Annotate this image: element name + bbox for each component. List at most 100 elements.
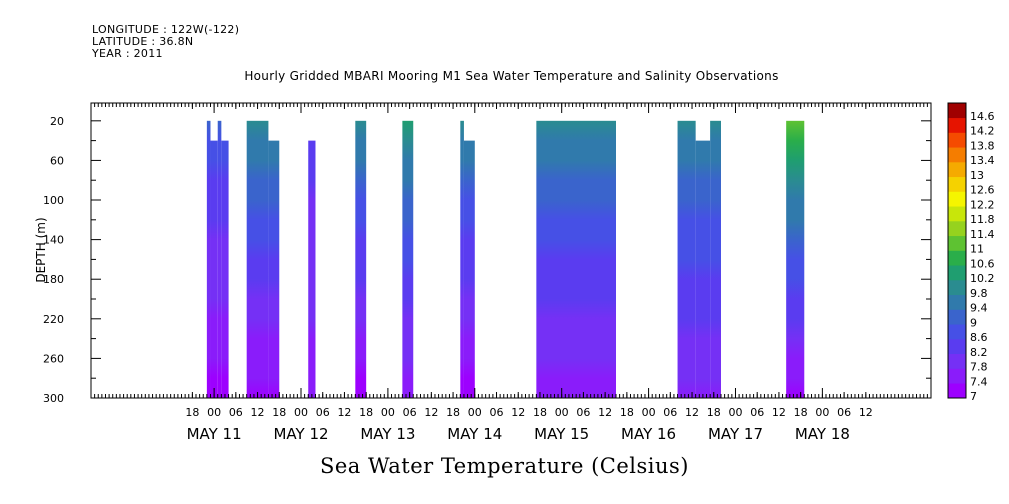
colorbar-swatch: [948, 221, 966, 237]
y-tick-label: 140: [43, 234, 64, 247]
x-day-label: MAY 11: [187, 425, 242, 443]
colorbar-swatch: [948, 117, 966, 133]
x-hour-label: 06: [750, 406, 764, 419]
x-day-label: MAY 12: [273, 425, 328, 443]
colorbar-label: 9.4: [970, 302, 988, 315]
colorbar-swatch: [948, 324, 966, 340]
colorbar-frame: [947, 102, 967, 399]
x-hour-label: 00: [381, 406, 395, 419]
data-segment: [710, 120, 721, 399]
x-hour-label: 12: [772, 406, 786, 419]
location-metadata: LONGITUDE : 122W(-122) LATITUDE : 36.8N …: [92, 24, 239, 60]
colorbar-label: 8.6: [970, 331, 988, 344]
y-axis-label: DEPTH (m): [34, 217, 48, 282]
x-hour-label: 12: [511, 406, 525, 419]
y-tick-label: 100: [43, 194, 64, 207]
x-hour-label: 06: [316, 406, 330, 419]
colorbar-label: 7.8: [970, 361, 988, 374]
colorbar-label: 10.2: [970, 272, 995, 285]
x-hour-label: 00: [468, 406, 482, 419]
y-tick-label: 60: [50, 154, 64, 167]
colorbar-label: 9: [970, 316, 977, 329]
colorbar-label: 11.4: [970, 228, 995, 241]
data-segment: [268, 140, 280, 399]
x-hour-label: 12: [424, 406, 438, 419]
colorbar-swatch: [948, 147, 966, 163]
data-segment: [677, 120, 696, 399]
y-tick-label: 180: [43, 273, 64, 286]
x-hour-label: 06: [403, 406, 417, 419]
colorbar-label: 12.6: [970, 184, 995, 197]
data-segment: [786, 120, 805, 399]
x-hour-label: 00: [207, 406, 221, 419]
x-day-label: MAY 16: [621, 425, 676, 443]
data-segment: [217, 120, 222, 399]
colorbar-swatch: [948, 368, 966, 384]
data-segment: [536, 120, 616, 399]
colorbar-swatch: [948, 132, 966, 148]
colorbar-swatch: [948, 339, 966, 355]
colorbar-label: 12.2: [970, 198, 995, 211]
colorbar: 7 7.47.8 8.2 8.6 99.4 9.8 10.2 10.611 11.4 11.8 12…: [947, 102, 995, 403]
colorbar-swatch: [948, 162, 966, 178]
x-hour-label: 00: [555, 406, 569, 419]
data-segment: [246, 120, 269, 399]
data-segment: [210, 140, 218, 399]
colorbar-label: 9.8: [970, 287, 988, 300]
colorbar-label: 7: [970, 390, 977, 403]
data-segment: [463, 140, 475, 399]
colorbar-label: 14.2: [970, 125, 995, 138]
data-segment: [206, 120, 211, 399]
colorbar-swatch: [948, 353, 966, 369]
x-hour-label: 18: [533, 406, 547, 419]
x-hour-label: 12: [337, 406, 351, 419]
colorbar-label: 8.2: [970, 346, 988, 359]
x-hour-label: 18: [446, 406, 460, 419]
x-hour-label: 12: [859, 406, 873, 419]
x-hour-label: 12: [598, 406, 612, 419]
longitude-label: LONGITUDE : 122W(-122): [92, 23, 240, 36]
colorbar-swatch: [948, 206, 966, 222]
x-day-label: MAY 14: [447, 425, 502, 443]
x-hour-label: 06: [229, 406, 243, 419]
colorbar-swatch: [948, 191, 966, 207]
x-hour-label: 12: [251, 406, 265, 419]
x-hour-label: 00: [294, 406, 308, 419]
x-hour-label: 06: [576, 406, 590, 419]
x-day-label: MAY 17: [708, 425, 763, 443]
latitude-label: LATITUDE : 36.8N: [92, 35, 194, 48]
year-label: YEAR : 2011: [92, 47, 163, 60]
x-hour-label: 18: [794, 406, 808, 419]
colorbar-swatch: [948, 294, 966, 310]
x-hour-label: 00: [642, 406, 656, 419]
colorbar-label: 11.8: [970, 213, 995, 226]
colorbar-swatch: [948, 280, 966, 296]
chart-title: Hourly Gridded MBARI Mooring M1 Sea Wate…: [244, 69, 779, 83]
colorbar-swatch: [948, 309, 966, 325]
colorbar-swatch: [948, 235, 966, 251]
x-hour-label: 00: [728, 406, 742, 419]
x-hour-label: 12: [685, 406, 699, 419]
colorbar-label: 14.6: [970, 110, 995, 123]
data-segment: [695, 140, 711, 399]
axes: 20 60 100 140 180 220 260 300 18 00 06 12 18 00 06 12 18…: [43, 102, 932, 443]
colorbar-label: 13.4: [970, 154, 995, 167]
y-tick-label: 300: [43, 392, 64, 405]
colorbar-swatch: [948, 250, 966, 266]
x-day-label: MAY 13: [360, 425, 415, 443]
colorbar-swatch: [948, 176, 966, 192]
colorbar-label: 13: [970, 169, 984, 182]
x-hour-label: 18: [707, 406, 721, 419]
x-hour-label: 00: [815, 406, 829, 419]
data-segment: [355, 120, 367, 399]
x-hour-label: 06: [490, 406, 504, 419]
x-axis-title: Sea Water Temperature (Celsius): [319, 454, 689, 478]
y-tick-label: 260: [43, 352, 64, 365]
plot-area: [206, 120, 805, 399]
data-segment: [221, 140, 229, 399]
x-hour-label: 06: [663, 406, 677, 419]
y-tick-label: 220: [43, 313, 64, 326]
x-day-label: MAY 18: [795, 425, 850, 443]
x-hour-label: 18: [620, 406, 634, 419]
